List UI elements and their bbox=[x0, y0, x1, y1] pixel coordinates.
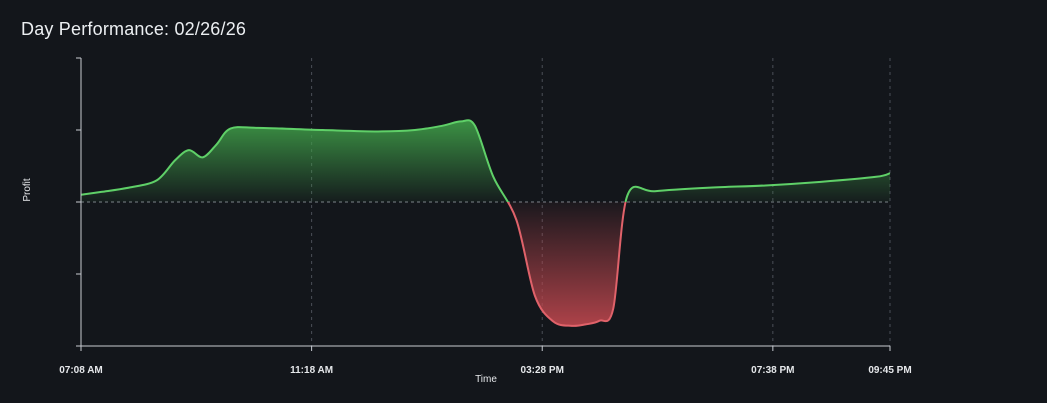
chart-title: Day Performance: 02/26/26 bbox=[21, 19, 247, 39]
x-tick-label: 09:45 PM bbox=[868, 365, 911, 376]
area-layer bbox=[80, 119, 891, 327]
profit-area-fill bbox=[81, 120, 890, 202]
x-tick-label: 11:18 AM bbox=[290, 365, 333, 376]
x-tick-label: 07:38 PM bbox=[751, 365, 794, 376]
label-layer: 07:08 AM 11:18 AM 03:28 PM 07:38 PM 09:45 PM… bbox=[22, 178, 912, 385]
x-tick-label: 03:28 PM bbox=[521, 365, 564, 376]
y-axis-label: Profit bbox=[22, 178, 33, 202]
loss-area-fill bbox=[81, 202, 890, 326]
profit-line bbox=[80, 119, 891, 202]
loss-line bbox=[506, 202, 627, 327]
axis-layer bbox=[76, 57, 891, 351]
x-tick-label: 07:08 AM bbox=[59, 365, 103, 376]
x-axis-label: Time bbox=[475, 374, 497, 385]
